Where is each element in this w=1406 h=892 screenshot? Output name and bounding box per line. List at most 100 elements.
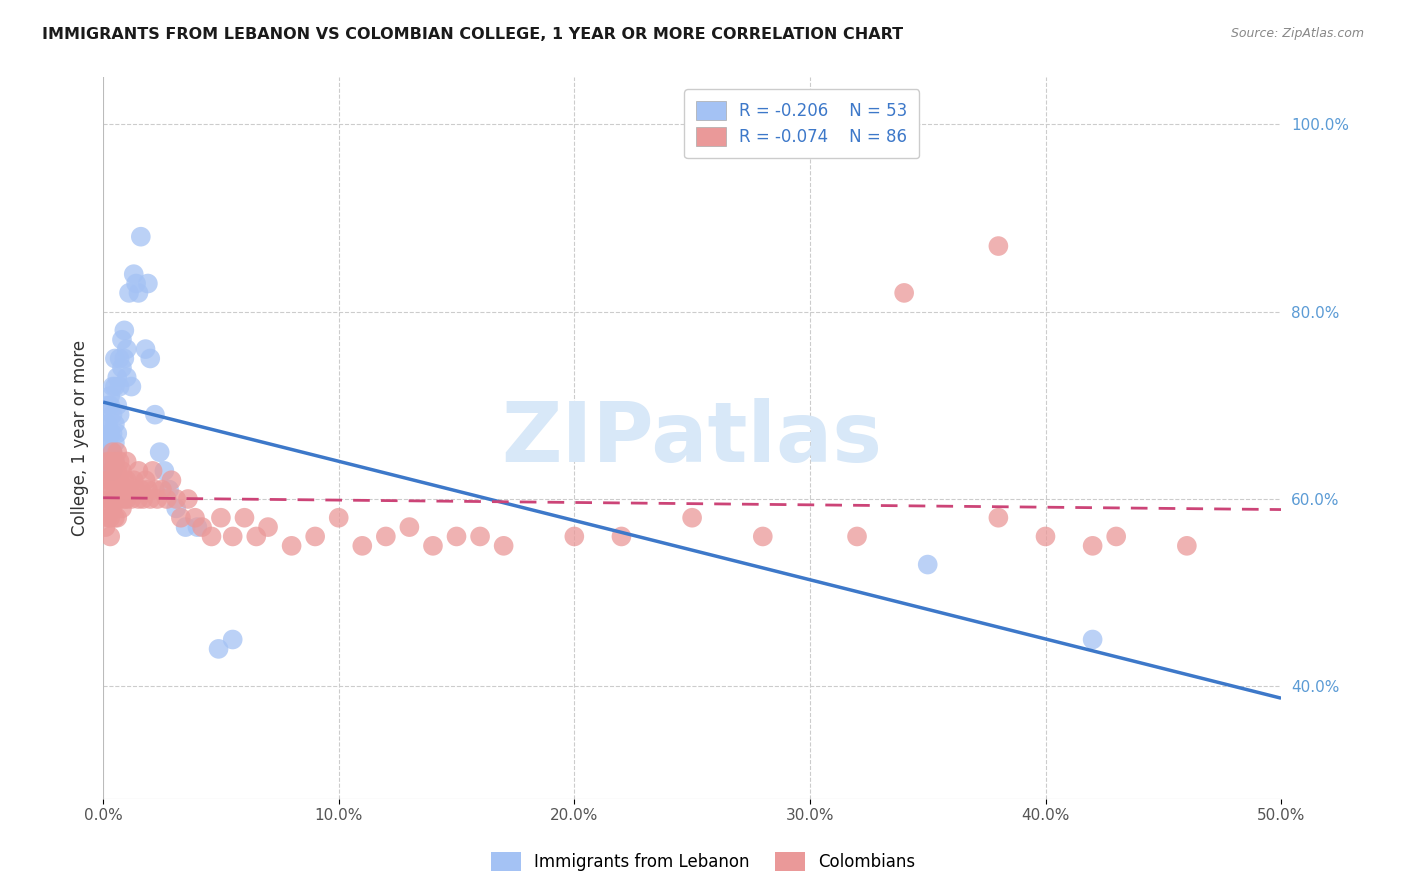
Point [104, 417, 127, 431]
Point [115, 342, 138, 356]
Point [97, 417, 120, 431]
Point [111, 464, 134, 478]
Point [118, 285, 141, 300]
Point [492, 539, 515, 553]
Point [97, 435, 120, 450]
Point [104, 473, 127, 487]
Legend: R = -0.206    N = 53, R = -0.074    N = 86: R = -0.206 N = 53, R = -0.074 N = 86 [685, 89, 920, 158]
Point [987, 510, 1010, 524]
Point [245, 529, 267, 543]
Point [846, 529, 869, 543]
Point [105, 464, 128, 478]
Point [917, 558, 939, 572]
Point [165, 501, 187, 516]
Point [115, 454, 138, 468]
Text: Source: ZipAtlas.com: Source: ZipAtlas.com [1230, 27, 1364, 40]
Point [105, 510, 128, 524]
Point [143, 408, 166, 422]
Point [136, 483, 159, 497]
Point [105, 491, 128, 506]
Point [104, 491, 127, 506]
Point [1081, 539, 1104, 553]
Point [108, 351, 131, 366]
Point [893, 285, 915, 300]
Point [468, 529, 491, 543]
Point [112, 491, 135, 506]
Point [987, 239, 1010, 253]
Point [98, 426, 121, 441]
Point [101, 426, 124, 441]
Point [120, 491, 142, 506]
Point [111, 501, 134, 516]
Point [398, 520, 420, 534]
Point [125, 483, 148, 497]
Point [610, 529, 633, 543]
Point [135, 473, 157, 487]
Point [108, 408, 131, 422]
Point [105, 398, 128, 412]
Point [222, 529, 245, 543]
Point [165, 491, 187, 506]
Point [127, 464, 149, 478]
Point [132, 491, 155, 506]
Point [98, 398, 121, 412]
Point [98, 454, 121, 468]
Point [122, 267, 145, 281]
Point [120, 379, 142, 393]
Point [108, 454, 131, 468]
Point [125, 277, 148, 291]
Point [111, 360, 134, 375]
Point [112, 351, 135, 366]
Point [98, 389, 121, 403]
Point [1035, 529, 1057, 543]
Point [105, 445, 128, 459]
Point [98, 491, 121, 506]
Point [374, 529, 396, 543]
Y-axis label: College, 1 year or more: College, 1 year or more [72, 340, 89, 536]
Point [143, 483, 166, 497]
Point [94, 417, 117, 431]
Point [156, 491, 179, 506]
Point [104, 454, 127, 468]
Point [98, 473, 121, 487]
Point [139, 491, 162, 506]
Legend: Immigrants from Lebanon, Colombians: Immigrants from Lebanon, Colombians [482, 843, 924, 880]
Point [752, 529, 775, 543]
Point [681, 510, 703, 524]
Point [184, 510, 207, 524]
Point [108, 491, 131, 506]
Point [94, 520, 117, 534]
Point [135, 342, 157, 356]
Point [97, 491, 120, 506]
Point [101, 379, 124, 393]
Point [233, 510, 256, 524]
Point [1175, 539, 1198, 553]
Point [127, 285, 149, 300]
Point [257, 520, 280, 534]
Point [97, 510, 120, 524]
Point [108, 379, 131, 393]
Point [328, 510, 350, 524]
Point [186, 520, 208, 534]
Point [97, 473, 120, 487]
Point [149, 445, 172, 459]
Point [97, 454, 120, 468]
Point [200, 529, 222, 543]
Point [160, 473, 183, 487]
Point [562, 529, 585, 543]
Point [118, 483, 141, 497]
Point [207, 641, 229, 656]
Point [101, 483, 124, 497]
Point [112, 473, 135, 487]
Point [97, 454, 120, 468]
Point [101, 408, 124, 422]
Point [111, 333, 134, 347]
Point [108, 473, 131, 487]
Point [111, 483, 134, 497]
Point [136, 277, 159, 291]
Point [115, 473, 138, 487]
Point [177, 491, 200, 506]
Point [209, 510, 232, 524]
Point [280, 539, 302, 553]
Point [139, 351, 162, 366]
